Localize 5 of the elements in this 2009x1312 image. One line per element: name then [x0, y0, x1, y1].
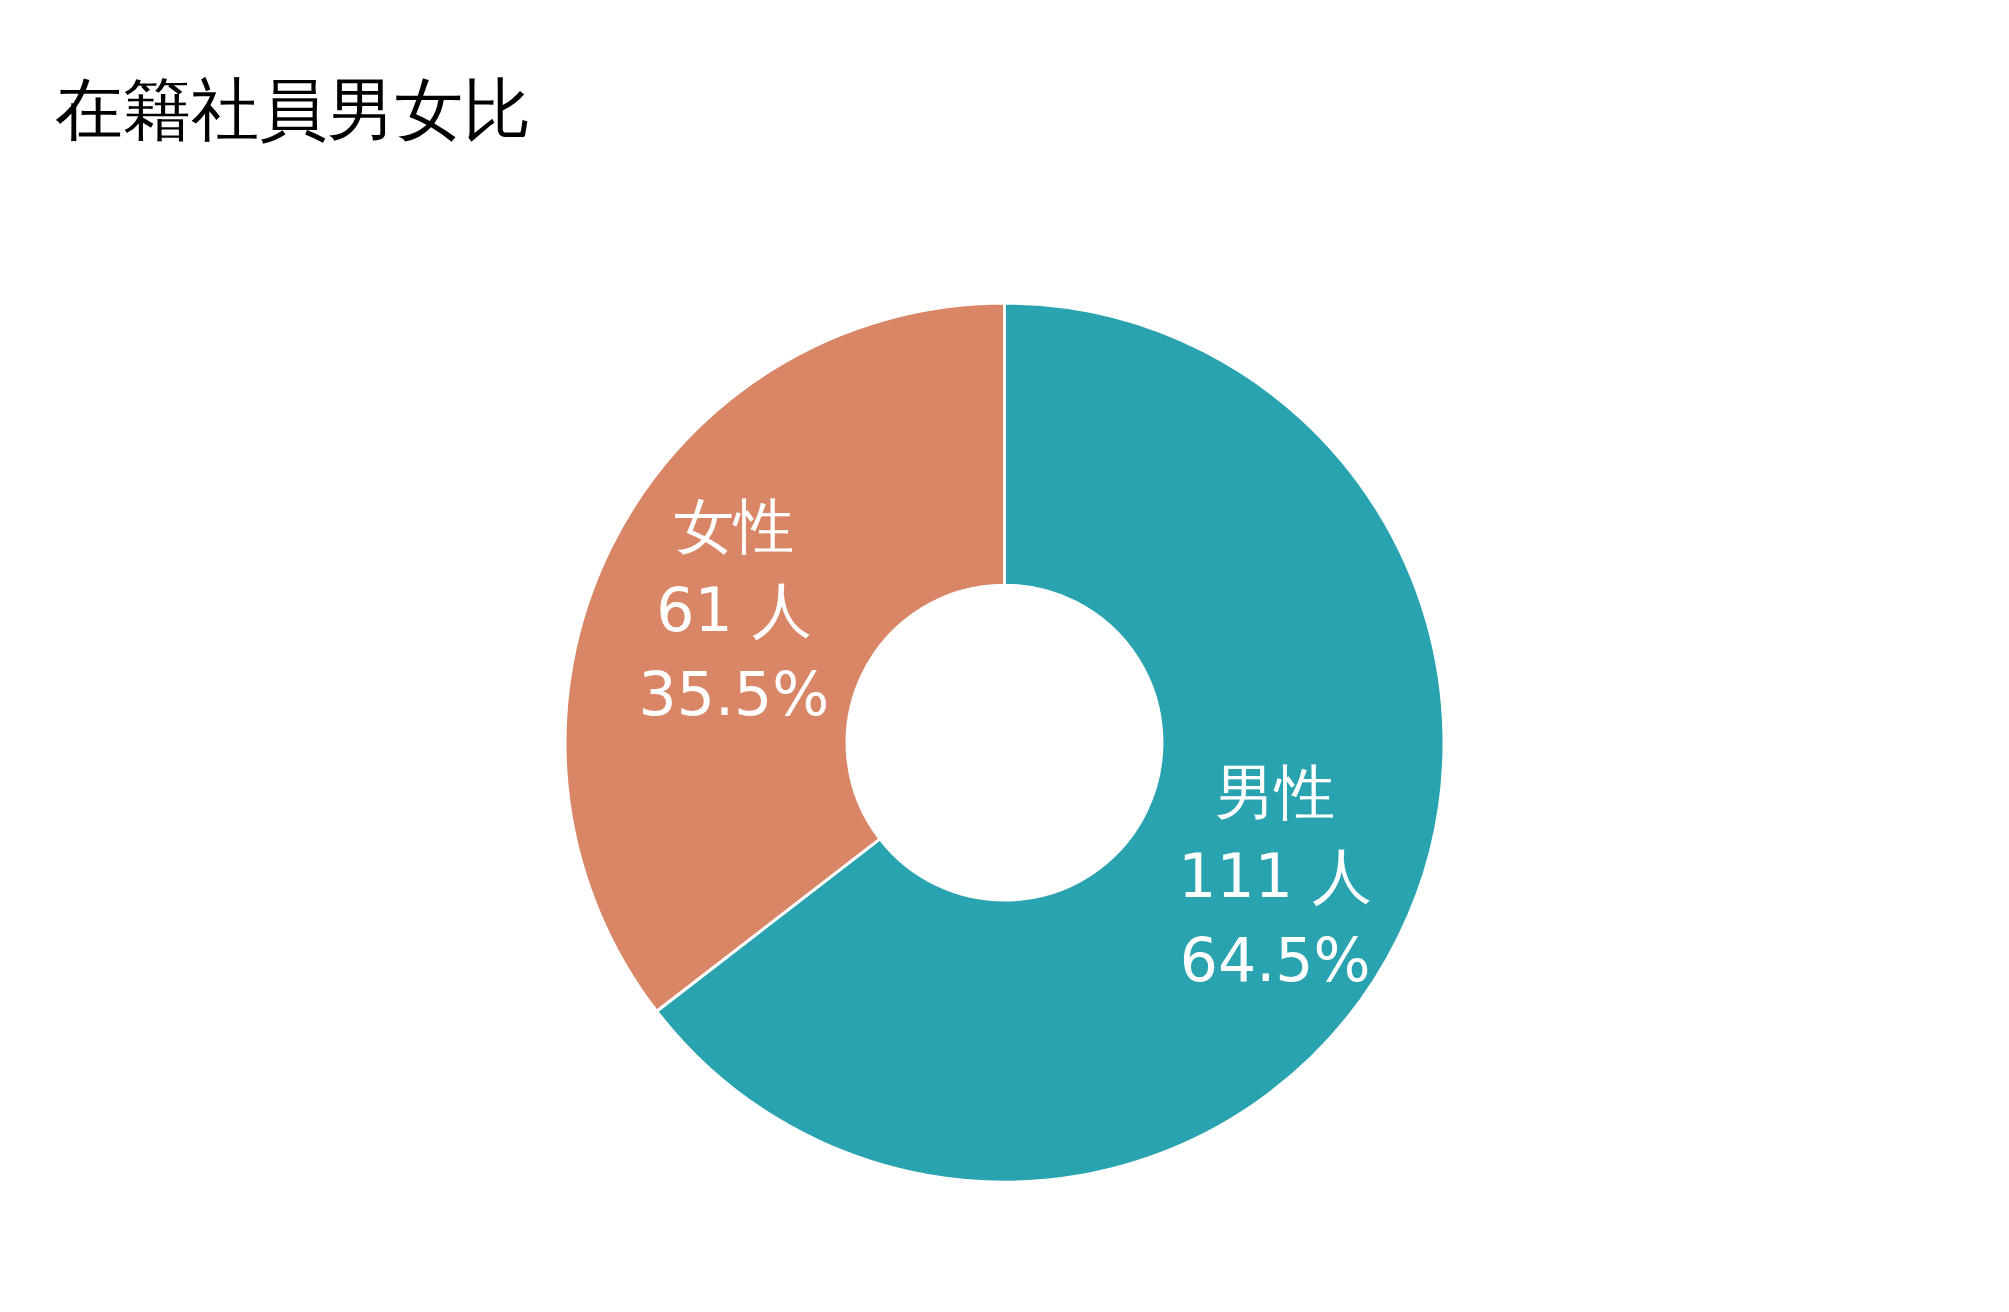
- data-label: 111 人 64.5%: [1178, 840, 1372, 995]
- slice-label: 女性: [673, 490, 794, 561]
- chart-title: 在籍社員男女比: [55, 69, 531, 149]
- data-label: 61 人 35.5%: [638, 574, 830, 729]
- slice-label: 男性: [1215, 756, 1336, 827]
